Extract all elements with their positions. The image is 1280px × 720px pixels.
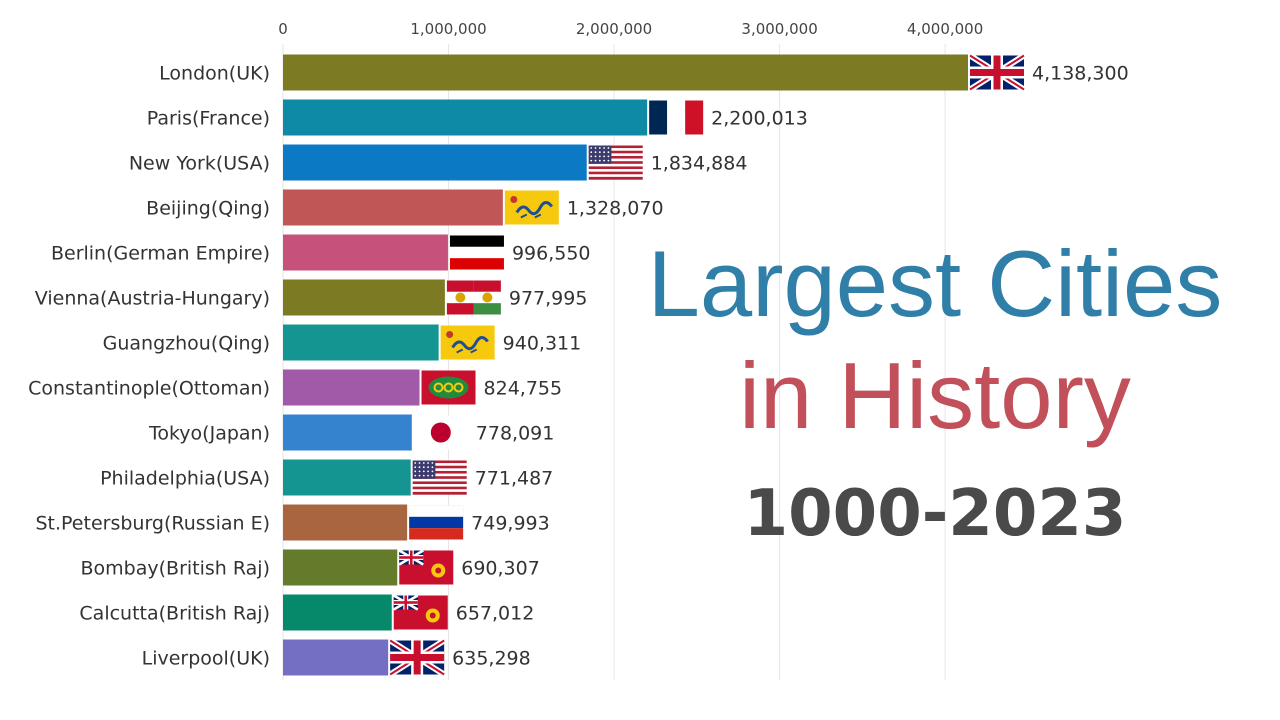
bar bbox=[283, 639, 389, 676]
value-label: 690,307 bbox=[461, 558, 540, 580]
france-flag-icon bbox=[649, 100, 704, 135]
japan-flag-icon bbox=[413, 415, 468, 450]
category-label: Calcutta(British Raj) bbox=[79, 603, 270, 625]
value-label: 1,834,884 bbox=[651, 153, 748, 175]
title-years: 1000-2023 bbox=[743, 477, 1127, 551]
category-label: St.Petersburg(Russian E) bbox=[35, 513, 270, 535]
value-label: 977,995 bbox=[509, 288, 588, 310]
bar bbox=[283, 144, 587, 181]
usa-flag-icon bbox=[412, 460, 467, 495]
value-label: 1,328,070 bbox=[567, 198, 664, 220]
x-tick-label: 2,000,000 bbox=[576, 20, 652, 38]
category-label: Philadelphia(USA) bbox=[100, 468, 270, 490]
x-tick-label: 1,000,000 bbox=[410, 20, 486, 38]
bar bbox=[283, 504, 408, 541]
bar bbox=[283, 54, 968, 91]
bar bbox=[283, 234, 448, 271]
category-label: Vienna(Austria-Hungary) bbox=[35, 288, 270, 310]
category-label: Beijing(Qing) bbox=[146, 198, 270, 220]
value-label: 657,012 bbox=[456, 603, 535, 625]
category-label: Tokyo(Japan) bbox=[148, 423, 270, 445]
uk-flag-icon bbox=[968, 52, 1026, 93]
bar bbox=[283, 279, 445, 316]
bar bbox=[283, 189, 503, 226]
x-axis-ticks: 0 1,000,000 2,000,000 3,000,000 4,000,000 bbox=[278, 20, 983, 38]
value-label: 2,200,013 bbox=[711, 108, 808, 130]
category-label: London(UK) bbox=[159, 63, 270, 85]
title-line-2: in History bbox=[739, 343, 1131, 448]
value-label: 778,091 bbox=[476, 423, 555, 445]
russia-flag-icon bbox=[408, 505, 464, 540]
bar bbox=[283, 459, 411, 496]
x-tick-label: 0 bbox=[278, 20, 288, 38]
category-label: New York(USA) bbox=[129, 153, 270, 175]
value-label: 635,298 bbox=[452, 648, 531, 670]
category-label: Berlin(German Empire) bbox=[51, 243, 270, 265]
british-raj-flag-icon bbox=[398, 549, 454, 585]
category-label: Guangzhou(Qing) bbox=[103, 333, 270, 355]
value-label: 824,755 bbox=[484, 378, 563, 400]
category-label: Bombay(British Raj) bbox=[81, 558, 270, 580]
value-label: 749,993 bbox=[471, 513, 550, 535]
category-label: Liverpool(UK) bbox=[142, 648, 270, 670]
title-overlay: Largest Cities in History 1000-2023 bbox=[600, 228, 1270, 554]
bar bbox=[283, 369, 420, 406]
uk-flag-icon bbox=[388, 637, 446, 678]
bar bbox=[283, 99, 648, 136]
german-empire-flag-icon bbox=[449, 235, 504, 270]
ottoman-flag-icon bbox=[421, 370, 476, 405]
austria-hungary-flag-icon bbox=[446, 280, 501, 315]
value-label: 771,487 bbox=[475, 468, 554, 490]
bars: London(UK) 4,138,300 Paris(France) 2,200,01… bbox=[28, 52, 1129, 678]
value-label: 996,550 bbox=[512, 243, 591, 265]
bar bbox=[283, 594, 392, 631]
qing-flag-icon bbox=[440, 325, 495, 360]
value-label: 940,311 bbox=[503, 333, 582, 355]
title-line-1: Largest Cities bbox=[647, 231, 1223, 336]
value-label: 4,138,300 bbox=[1032, 63, 1129, 85]
category-label: Paris(France) bbox=[147, 108, 270, 130]
bar bbox=[283, 549, 398, 586]
british-raj-flag-icon bbox=[393, 594, 448, 630]
category-label: Constantinople(Ottoman) bbox=[28, 378, 270, 400]
qing-flag-icon bbox=[504, 190, 559, 225]
bar bbox=[283, 324, 439, 361]
bar bbox=[283, 414, 412, 451]
usa-flag-icon bbox=[588, 145, 643, 180]
x-tick-label: 4,000,000 bbox=[907, 20, 983, 38]
x-tick-label: 3,000,000 bbox=[741, 20, 817, 38]
